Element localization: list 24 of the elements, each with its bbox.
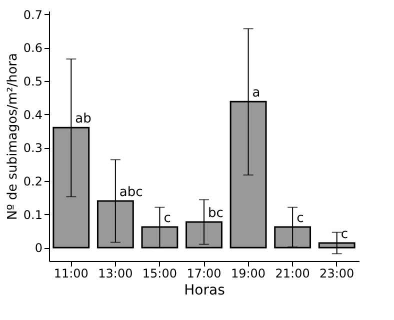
annotation: bc: [208, 206, 224, 221]
x-tick-label: 21:00: [275, 266, 310, 280]
annotation: c: [340, 227, 348, 242]
x-tick-label: 15:00: [142, 266, 178, 280]
x-tick-label: 19:00: [230, 266, 266, 280]
x-tick-label: 13:00: [98, 266, 133, 280]
x-tick-label: 17:00: [186, 266, 222, 280]
y-tick-label: 0: [34, 241, 42, 256]
y-tick-label: 0.2: [23, 174, 42, 188]
x-tick-label: 23:00: [320, 266, 354, 280]
annotation: c: [296, 211, 304, 226]
y-tick-label: 0.1: [23, 208, 42, 222]
y-tick-label: 0.3: [23, 141, 42, 156]
annotation: abc: [119, 185, 143, 200]
y-axis-title: Nº de subimagos/m²/hora: [5, 53, 20, 220]
x-axis-title: Horas: [184, 282, 225, 298]
y-tick-label: 0.4: [23, 108, 42, 122]
x-tick-label: 11:00: [54, 266, 88, 280]
y-tick-label: 0.5: [23, 74, 42, 88]
y-tick-label: 0.6: [23, 41, 42, 56]
annotation: c: [164, 211, 171, 226]
y-tick-label: 0.7: [23, 8, 42, 22]
annotation: ab: [75, 112, 92, 127]
annotation: a: [252, 86, 260, 101]
